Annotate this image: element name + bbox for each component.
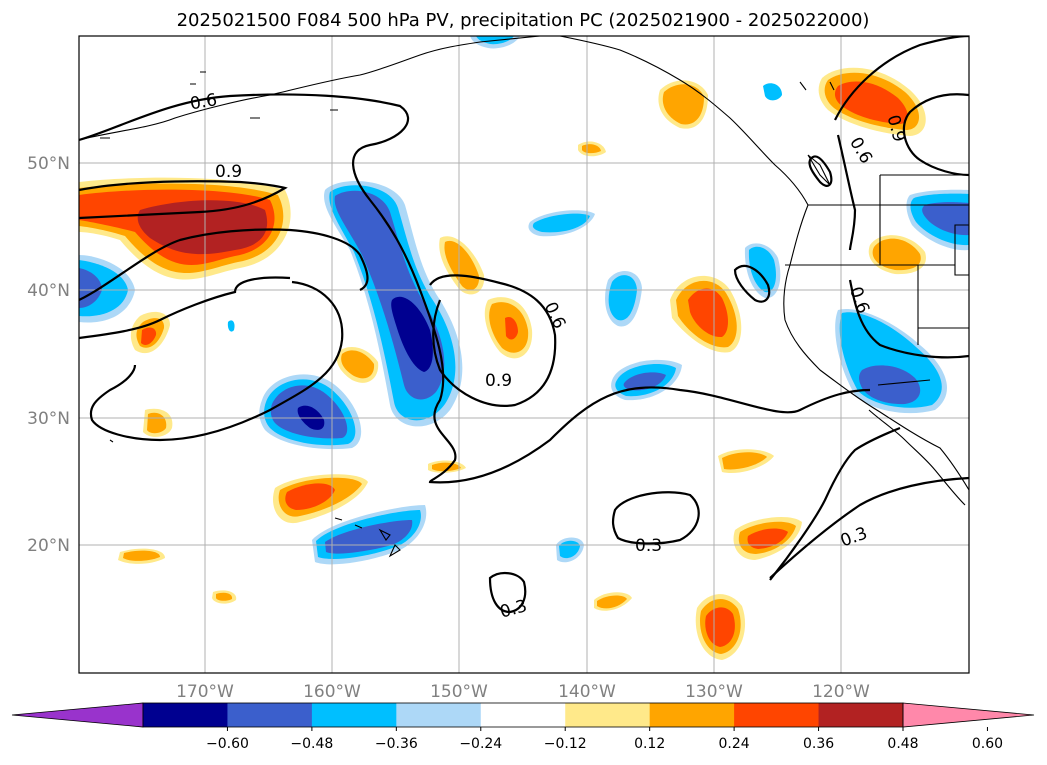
- lon-label: 130°W: [685, 682, 743, 702]
- lat-label: 30°N: [27, 409, 70, 429]
- colorbar-tick-label: −0.48: [290, 736, 333, 752]
- coastlines: [79, 36, 969, 558]
- latitude-labels: 50°N 40°N 30°N 20°N: [27, 154, 70, 556]
- map-panel: 0.6 0.9 0.6 0.9 0.6 0.9 0.6 0.3 0.3 0.3: [79, 36, 969, 673]
- pv-contours: [79, 36, 969, 614]
- colorbar-tick-label: 0.60: [972, 736, 1003, 752]
- colorbar-tick-label: 0.36: [803, 736, 834, 752]
- contour-label: 0.6: [188, 90, 218, 114]
- colorbar-extend-low-arrow-icon: [11, 702, 144, 728]
- contour-label: 0.3: [635, 536, 662, 556]
- colorbar-extend-high-arrow-icon: [902, 702, 1035, 728]
- colorbar: −0.60 −0.48 −0.36 −0.24 −0.12 0.12 0.24 0.36 0.4…: [11, 702, 1035, 752]
- lat-label: 50°N: [27, 154, 70, 174]
- colorbar-swatch: [311, 703, 397, 727]
- colorbar-tick-label: −0.12: [544, 736, 587, 752]
- colorbar-tick-label: −0.60: [206, 736, 249, 752]
- longitude-labels: 170°W 160°W 150°W 140°W 130°W 120°W: [176, 682, 870, 702]
- colorbar-swatch: [818, 703, 904, 727]
- graticule: [79, 36, 969, 673]
- colorbar-swatch: [396, 703, 482, 727]
- colorbar-swatch: [227, 703, 313, 727]
- map-title: 2025021500 F084 500 hPa PV, precipitatio…: [177, 10, 870, 31]
- colorbar-swatch: [143, 703, 228, 727]
- colorbar-tick-label: −0.36: [375, 736, 418, 752]
- colorbar-swatch: [480, 703, 566, 727]
- lon-label: 160°W: [303, 682, 361, 702]
- lon-label: 170°W: [176, 682, 234, 702]
- colorbar-tick-label: 0.12: [634, 736, 665, 752]
- contour-label: 0.9: [215, 162, 242, 182]
- colorbar-tick-label: 0.48: [887, 736, 918, 752]
- colorbar-tick-label: −0.24: [459, 736, 502, 752]
- contour-label: 0.9: [485, 371, 512, 391]
- lon-label: 140°W: [558, 682, 616, 702]
- colorbar-outline: [142, 702, 904, 728]
- colorbar-swatch: [649, 703, 735, 727]
- lon-label: 150°W: [430, 682, 488, 702]
- colorbar-swatch: [565, 703, 651, 727]
- colorbar-swatch: [734, 703, 820, 727]
- lat-label: 20°N: [27, 536, 70, 556]
- colorbar-tick-label: 0.24: [719, 736, 750, 752]
- lon-label: 120°W: [812, 682, 870, 702]
- lat-label: 40°N: [27, 281, 70, 301]
- map-frame: [78, 35, 970, 674]
